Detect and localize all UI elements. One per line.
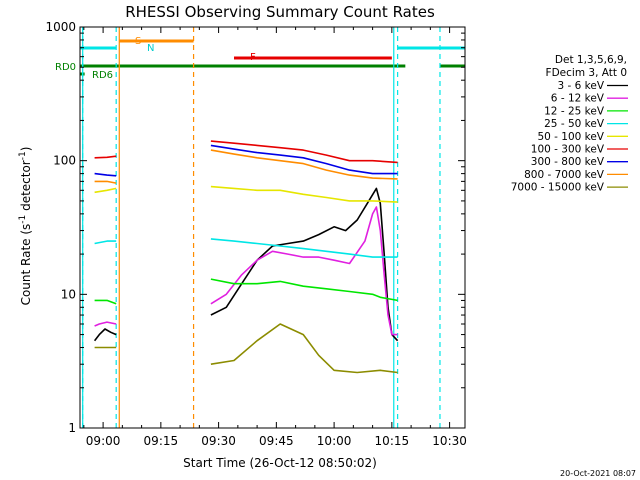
series-line — [94, 240, 117, 245]
chart-title: RHESSI Observing Summary Count Rates — [125, 3, 435, 21]
n-label: N — [147, 43, 154, 54]
x-axis-label: Start Time (26-Oct-12 08:50:02) — [183, 456, 377, 470]
x-tick-label: 10:30 — [432, 434, 467, 448]
s-label: S — [135, 36, 141, 47]
rd6-label: RD6 — [92, 70, 113, 81]
legend-entry-label: 3 - 6 keV — [557, 80, 604, 92]
f-label: F — [250, 52, 256, 63]
y-tick-label: 100 — [53, 154, 76, 168]
series-line — [94, 187, 117, 194]
series-line — [210, 140, 398, 164]
legend-entry-label: 7000 - 15000 keV — [511, 182, 605, 194]
x-tick-label: 09:15 — [144, 434, 179, 448]
series-line — [210, 187, 399, 342]
legend-header: FDecim 3, Att 0 — [546, 67, 627, 79]
legend-entry-label: 300 - 800 keV — [531, 156, 605, 168]
series-line — [94, 155, 117, 159]
series-line — [210, 185, 398, 203]
legend-entry-label: 100 - 300 keV — [531, 144, 605, 156]
axis-ticks: 09:00 09:15 09:30 09:45 10:00 10:15 10:30 1 10 10… — [45, 20, 466, 448]
series-line — [210, 144, 398, 175]
plot-frame — [79, 26, 466, 429]
legend-header: Det 1,3,5,6,9, — [555, 54, 627, 66]
legend: Det 1,3,5,6,9, FDecim 3, Att 0 3 - 6 keV… — [511, 54, 628, 194]
series-line — [210, 238, 398, 258]
y-axis-label-part: detector — [19, 160, 33, 215]
y-axis-label: Count Rate (s-1 detector-1) — [18, 147, 33, 306]
series-line — [94, 299, 117, 305]
y-tick-label: 1 — [68, 421, 76, 435]
x-tick-label: 09:45 — [259, 434, 294, 448]
x-tick-label: 09:30 — [201, 434, 236, 448]
series-line — [210, 149, 398, 180]
series-line — [210, 278, 398, 302]
interval-markers — [82, 27, 441, 428]
legend-entry-label: 12 - 25 keV — [544, 105, 605, 117]
y-tick-label: 1000 — [45, 20, 76, 34]
x-tick-label: 09:00 — [86, 434, 121, 448]
y-axis-label-part: Count Rate (s — [19, 224, 33, 306]
legend-entry-label: 25 - 50 keV — [544, 118, 605, 130]
y-axis-label-part: ) — [19, 147, 33, 152]
series-lines — [93, 140, 399, 374]
y-axis-label-exponent: -1 — [18, 215, 28, 224]
legend-entry-label: 800 - 7000 keV — [524, 169, 605, 181]
legend-entry-label: 50 - 100 keV — [537, 131, 604, 143]
footnote: 20-Oct-2021 08:07 — [560, 469, 636, 478]
series-line — [94, 172, 117, 177]
series-line — [93, 328, 117, 342]
x-tick-label: 10:15 — [375, 434, 410, 448]
y-tick-label: 10 — [61, 287, 76, 301]
series-line — [94, 180, 117, 184]
series-line — [210, 323, 398, 374]
series-line — [210, 206, 398, 336]
flag-bars — [80, 39, 465, 76]
legend-entry-label: 6 - 12 keV — [551, 93, 605, 105]
series-line — [94, 321, 117, 327]
rd0-label: RD0 — [55, 62, 76, 73]
x-tick-label: 10:00 — [317, 434, 352, 448]
y-axis-label-exponent: -1 — [18, 151, 28, 160]
